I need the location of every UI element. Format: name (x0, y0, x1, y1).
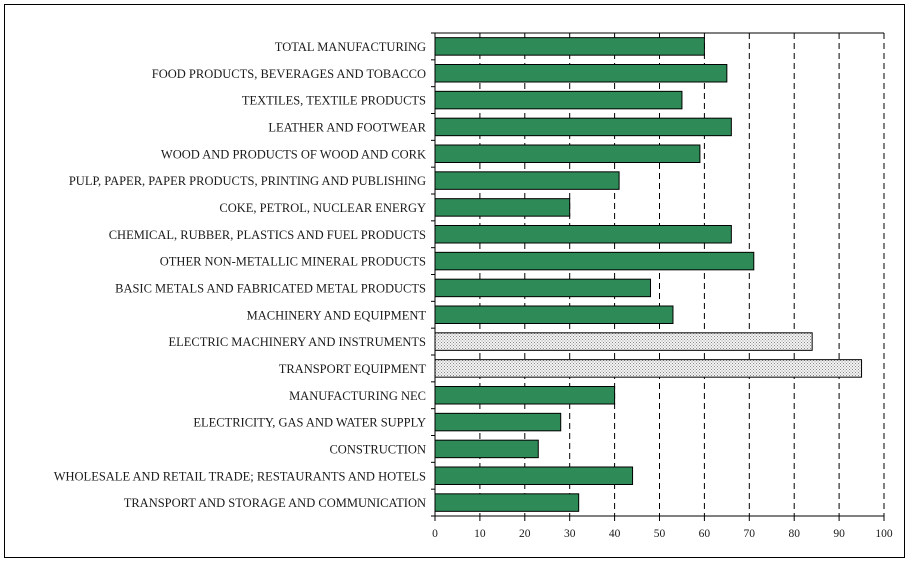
category-label: TRANSPORT AND STORAGE AND COMMUNICATION (124, 496, 426, 510)
bar (434, 493, 580, 512)
bar (434, 332, 813, 351)
bar (434, 439, 539, 459)
category-label: PULP, PAPER, PAPER PRODUCTS, PRINTING AN… (69, 174, 426, 188)
category-label: CHEMICAL, RUBBER, PLASTICS AND FUEL PROD… (109, 228, 426, 242)
category-label: OTHER NON-METALLIC MINERAL PRODUCTS (160, 255, 426, 269)
bar (434, 278, 652, 298)
bar (434, 386, 616, 405)
bar (434, 117, 732, 137)
bar (434, 466, 634, 485)
x-tick-label: 80 (788, 528, 800, 540)
x-tick-label: 70 (744, 528, 756, 540)
x-tick-label: 20 (519, 528, 531, 540)
x-tick-label: 40 (609, 528, 621, 540)
category-label: CONSTRUCTION (329, 442, 426, 456)
category-label: WOOD AND PRODUCTS OF WOOD AND CORK (161, 147, 426, 161)
bar (434, 37, 705, 56)
category-label: MANUFACTURING NEC (289, 389, 426, 403)
category-label: FOOD PRODUCTS, BEVERAGES AND TOBACCO (152, 67, 426, 81)
x-tick-label: 30 (564, 528, 576, 540)
bar (434, 359, 863, 378)
x-tick-label: 10 (474, 528, 486, 540)
category-label: BASIC METALS AND FABRICATED METAL PRODUC… (115, 281, 426, 295)
bar (434, 251, 755, 271)
bar (434, 64, 728, 83)
category-label: WHOLESALE AND RETAIL TRADE; RESTAURANTS … (54, 469, 426, 483)
bar (434, 90, 683, 110)
category-label: ELECTRICITY, GAS AND WATER SUPPLY (193, 416, 426, 430)
bar (434, 171, 620, 190)
x-tick-label: 50 (654, 528, 666, 540)
category-label: MACHINERY AND EQUIPMENT (247, 308, 427, 322)
bar (434, 412, 562, 432)
x-tick-label: 0 (432, 528, 438, 540)
category-label: TRANSPORT EQUIPMENT (279, 362, 427, 376)
bar (434, 144, 701, 163)
bar (434, 225, 732, 244)
x-tick-label: 90 (833, 528, 845, 540)
category-label: LEATHER AND FOOTWEAR (268, 120, 426, 134)
x-tick-label: 100 (875, 528, 893, 540)
x-tick-label: 60 (699, 528, 711, 540)
category-label: COKE, PETROL, NUCLEAR ENERGY (219, 201, 426, 215)
category-label: ELECTRIC MACHINERY AND INSTRUMENTS (168, 335, 426, 349)
category-label: TOTAL MANUFACTURING (275, 40, 426, 54)
bar (434, 198, 571, 217)
bar (434, 305, 674, 324)
category-label: TEXTILES, TEXTILE PRODUCTS (242, 94, 426, 108)
